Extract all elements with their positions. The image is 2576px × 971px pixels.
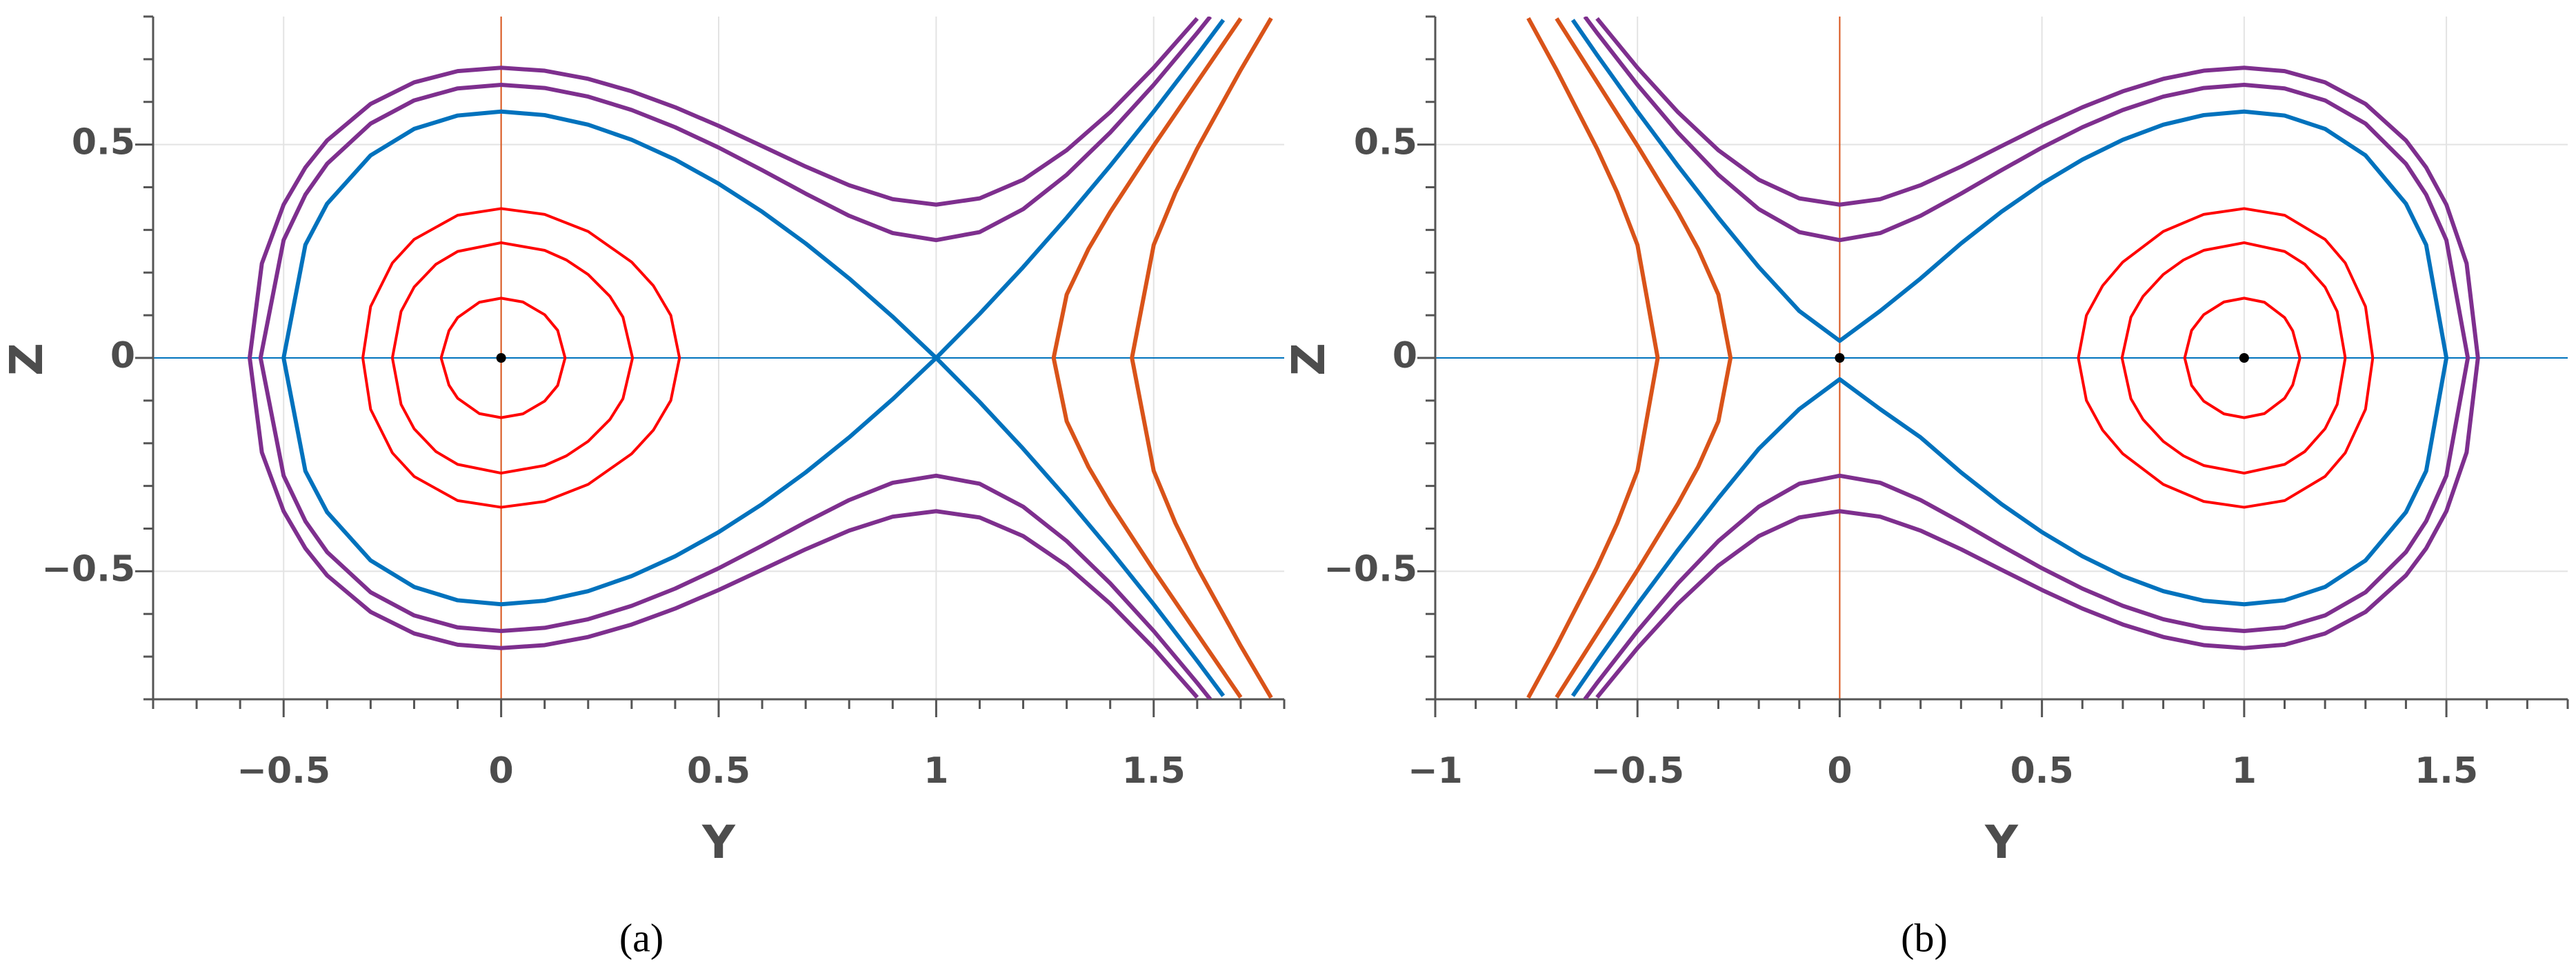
y-tick-label: −0.5 bbox=[1324, 548, 1417, 590]
trajectory bbox=[258, 17, 1212, 699]
x-tick-label: −0.5 bbox=[1590, 750, 1684, 792]
panel: −0.5 0 0.5 1 1.5 −0.5 0 0.5 Y Z (a) bbox=[0, 15, 1286, 960]
y-tick-label: 0 bbox=[110, 335, 135, 377]
x-tick-label: −0.5 bbox=[237, 750, 330, 792]
trajectory bbox=[1570, 19, 2449, 359]
x-tick-label: 0.5 bbox=[2010, 750, 2074, 792]
trajectory bbox=[1583, 17, 2470, 699]
trajectory bbox=[1051, 17, 1243, 699]
y-tick-label: −0.5 bbox=[41, 548, 135, 590]
y-axis-label: Z bbox=[1282, 343, 1335, 376]
trajectory bbox=[1555, 17, 1733, 699]
y-tick-label: 0.5 bbox=[72, 122, 135, 163]
trajectory bbox=[2183, 297, 2302, 419]
x-axis-label: Y bbox=[701, 816, 736, 869]
y-tick-label: 0.5 bbox=[1354, 122, 1417, 163]
x-tick-label: 1 bbox=[2232, 750, 2257, 792]
trajectory bbox=[2077, 207, 2375, 509]
trajectory bbox=[281, 19, 1226, 607]
equilibrium-point bbox=[496, 353, 506, 363]
x-tick-label: 1 bbox=[923, 750, 948, 792]
panel: −1 −0.5 0 0.5 1 1.5 −0.5 0 0.5 Y Z (b) bbox=[1282, 15, 2569, 960]
trajectory bbox=[390, 241, 635, 475]
x-tick-label: 0 bbox=[1827, 750, 1852, 792]
trajectory bbox=[2120, 241, 2347, 475]
x-tick-label: 1.5 bbox=[2415, 750, 2478, 792]
panel-caption: (a) bbox=[619, 915, 663, 960]
trajectory bbox=[1130, 17, 1273, 699]
y-tick-label: 0 bbox=[1392, 335, 1417, 377]
trajectory bbox=[439, 297, 567, 419]
trajectory bbox=[361, 207, 681, 509]
x-tick-label: 1.5 bbox=[1122, 750, 1186, 792]
x-tick-label: 0 bbox=[489, 750, 514, 792]
trajectory bbox=[248, 17, 1199, 699]
trajectory bbox=[1595, 17, 2480, 699]
x-tick-label: −1 bbox=[1408, 750, 1463, 792]
x-axis-label: Y bbox=[1984, 816, 2019, 869]
x-tick-label: 0.5 bbox=[687, 750, 750, 792]
trajectory bbox=[1570, 357, 2449, 697]
equilibrium-point bbox=[1835, 353, 1845, 363]
trajectory bbox=[1526, 17, 1660, 699]
panel-caption: (b) bbox=[1901, 915, 1948, 960]
trajectory bbox=[281, 109, 1226, 697]
equilibrium-point bbox=[2239, 353, 2249, 363]
y-axis-label: Z bbox=[0, 343, 53, 376]
